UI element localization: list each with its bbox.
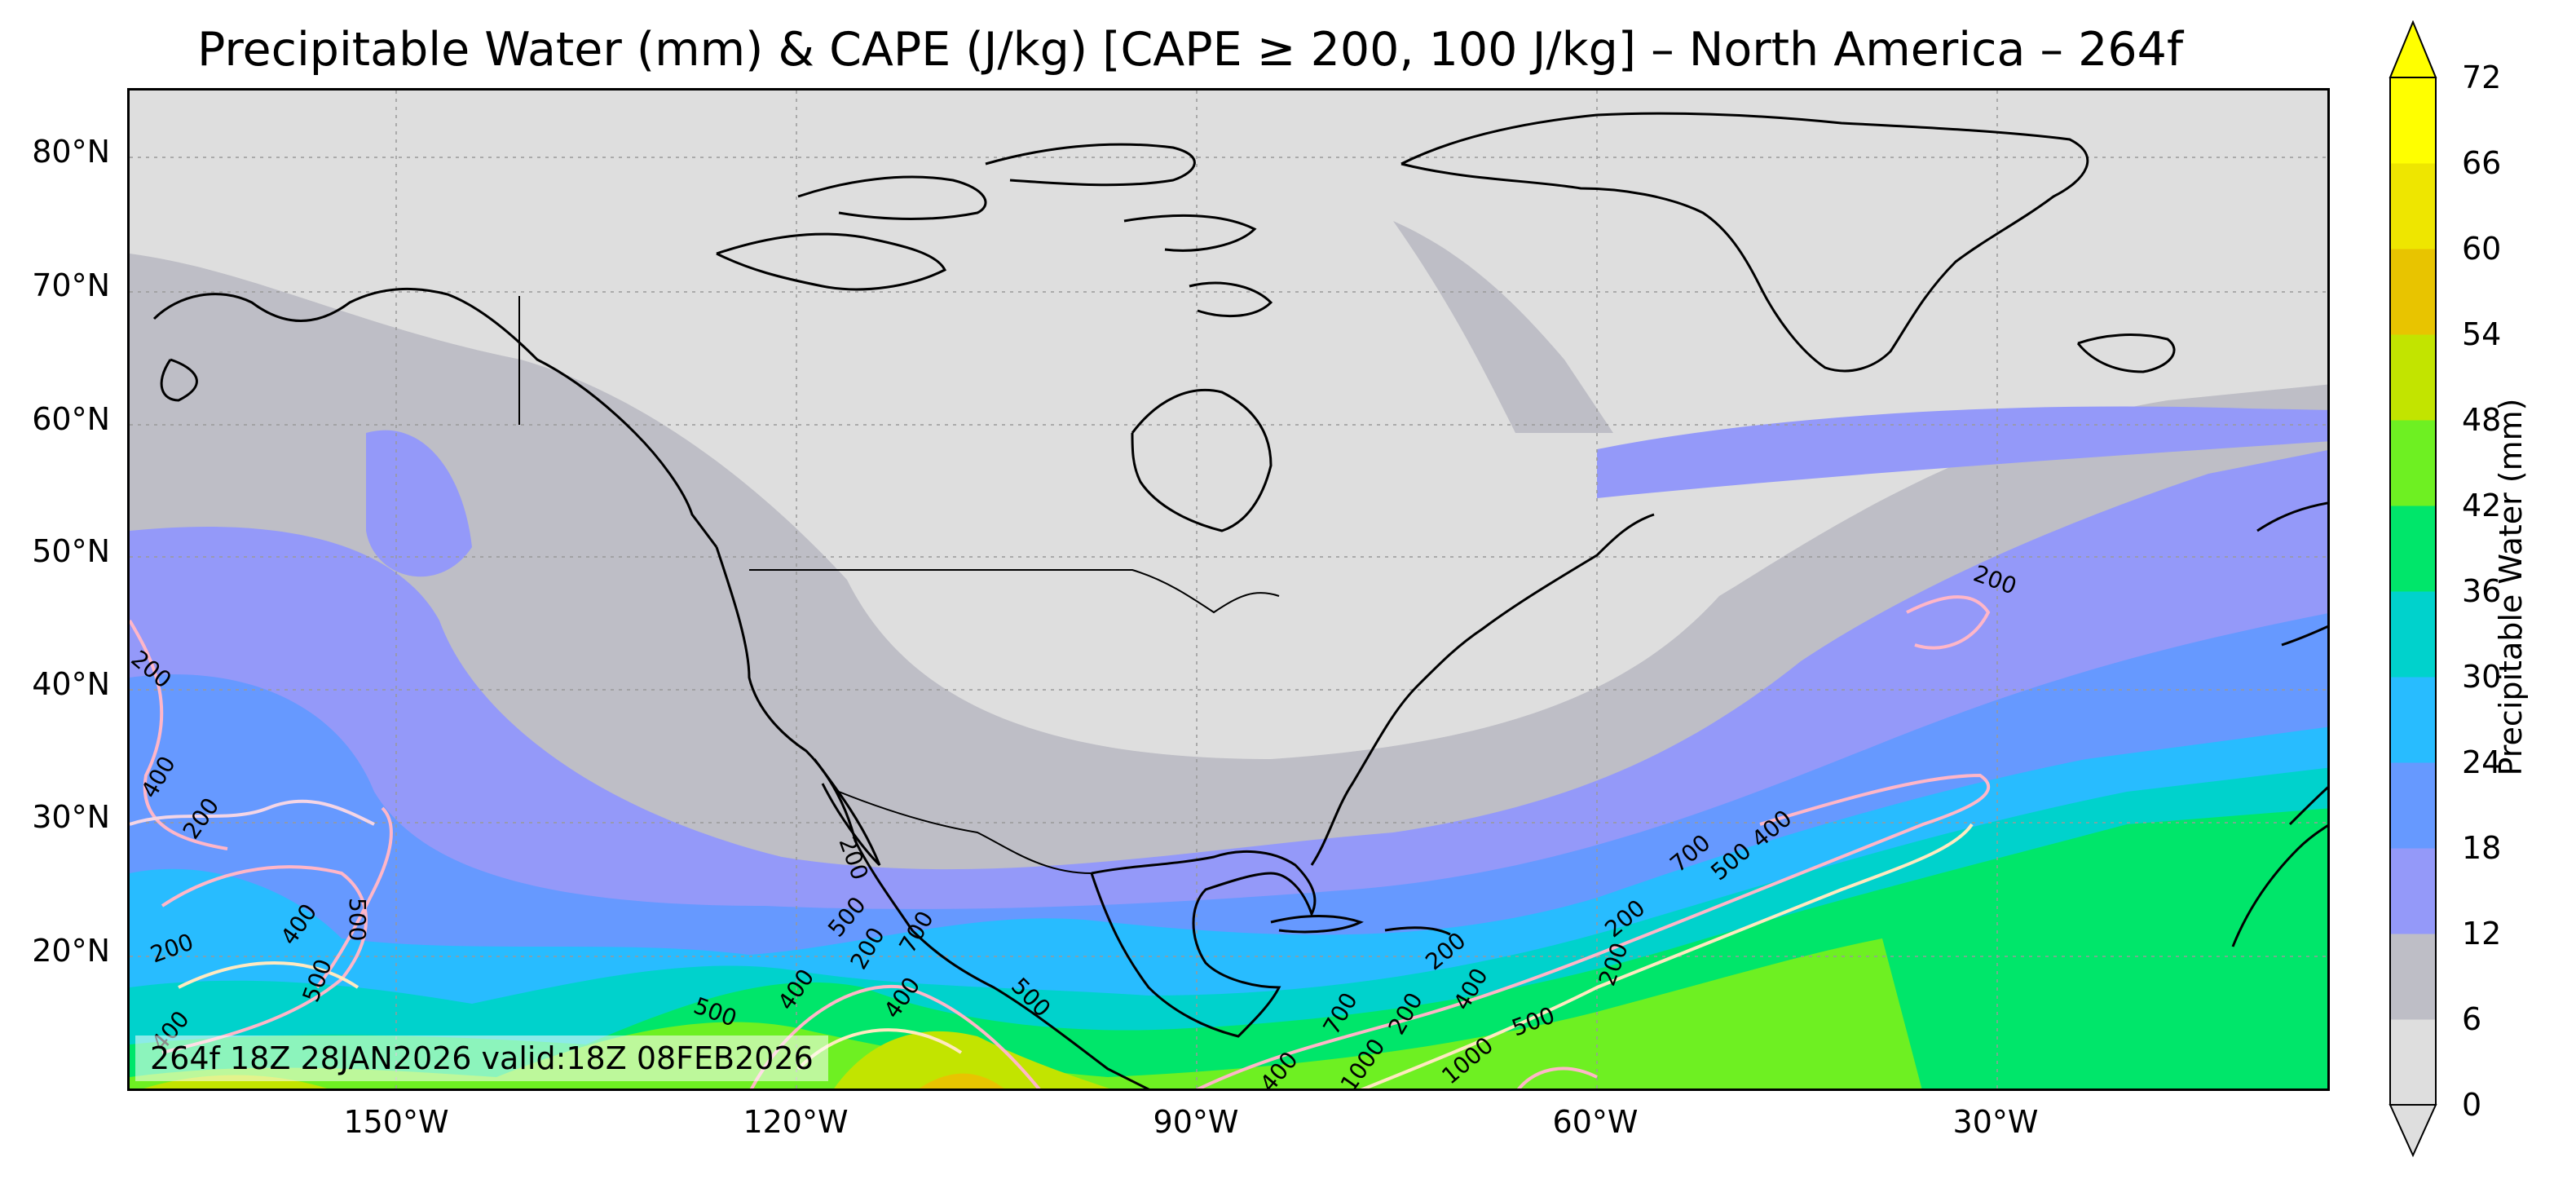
lon-label: 60°W bbox=[1552, 1104, 1639, 1140]
lon-label: 30°W bbox=[1952, 1104, 2039, 1140]
lat-label: 50°N bbox=[32, 533, 110, 569]
colorbar-tick: 66 bbox=[2462, 145, 2502, 181]
cape-label: 500 bbox=[344, 898, 371, 941]
lon-label: 90°W bbox=[1153, 1104, 1239, 1140]
colorbar-tick: 42 bbox=[2462, 488, 2502, 523]
page-title: Precipitable Water (mm) & CAPE (J/kg) [C… bbox=[196, 23, 2184, 77]
colorbar-extend-min bbox=[2389, 1104, 2437, 1158]
colorbar-segment bbox=[2390, 1019, 2436, 1106]
colorbar-tick: 18 bbox=[2462, 830, 2502, 866]
colorbar-tick: 6 bbox=[2462, 1001, 2482, 1037]
colorbar bbox=[2389, 20, 2437, 1158]
colorbar-tick: 48 bbox=[2462, 402, 2502, 438]
colorbar-tick: 0 bbox=[2462, 1087, 2482, 1123]
lon-label: 150°W bbox=[343, 1104, 449, 1140]
pw-band-54-60 bbox=[919, 1073, 1004, 1088]
colorbar-segment bbox=[2390, 249, 2436, 335]
valid-time-box: 264f 18Z 28JAN2026 valid:18Z 08FEB2026 bbox=[135, 1035, 828, 1081]
lat-label: 80°N bbox=[32, 134, 110, 170]
colorbar-tick: 12 bbox=[2462, 916, 2502, 952]
colorbar-tick: 24 bbox=[2462, 744, 2502, 780]
lat-label: 40°N bbox=[32, 666, 110, 702]
colorbar-segment bbox=[2390, 163, 2436, 249]
colorbar-segment bbox=[2390, 762, 2436, 849]
colorbar-segment bbox=[2390, 934, 2436, 1020]
colorbar-segment bbox=[2390, 591, 2436, 678]
colorbar-tick: 72 bbox=[2462, 60, 2502, 95]
lat-label: 60°N bbox=[32, 401, 110, 437]
coastlines bbox=[152, 112, 2327, 1088]
colorbar-segment bbox=[2390, 506, 2436, 592]
map-panel[interactable]: 200 400 200 500 400 500 400 200 500 200 … bbox=[127, 88, 2330, 1091]
lon-label: 120°W bbox=[743, 1104, 849, 1140]
colorbar-label: Precipitable Water (mm) bbox=[2493, 398, 2529, 776]
lat-label: 30°N bbox=[32, 799, 110, 835]
lat-label: 70°N bbox=[32, 267, 110, 303]
colorbar-tick: 30 bbox=[2462, 659, 2502, 695]
colorbar-segment bbox=[2390, 677, 2436, 763]
colorbar-segment bbox=[2390, 420, 2436, 506]
colorbar-segment bbox=[2390, 77, 2436, 164]
colorbar-frame bbox=[2389, 77, 2437, 1106]
colorbar-extend-max bbox=[2389, 20, 2437, 78]
colorbar-segment bbox=[2390, 334, 2436, 421]
graticule bbox=[130, 91, 2327, 1088]
colorbar-segment bbox=[2390, 848, 2436, 934]
colorbar-tick: 54 bbox=[2462, 316, 2502, 352]
political-borders bbox=[518, 296, 1280, 874]
pw-band-48-54 bbox=[834, 1031, 1110, 1088]
colorbar-tick: 60 bbox=[2462, 231, 2502, 267]
colorbar-tick: 36 bbox=[2462, 573, 2502, 609]
lat-label: 20°N bbox=[32, 933, 110, 969]
